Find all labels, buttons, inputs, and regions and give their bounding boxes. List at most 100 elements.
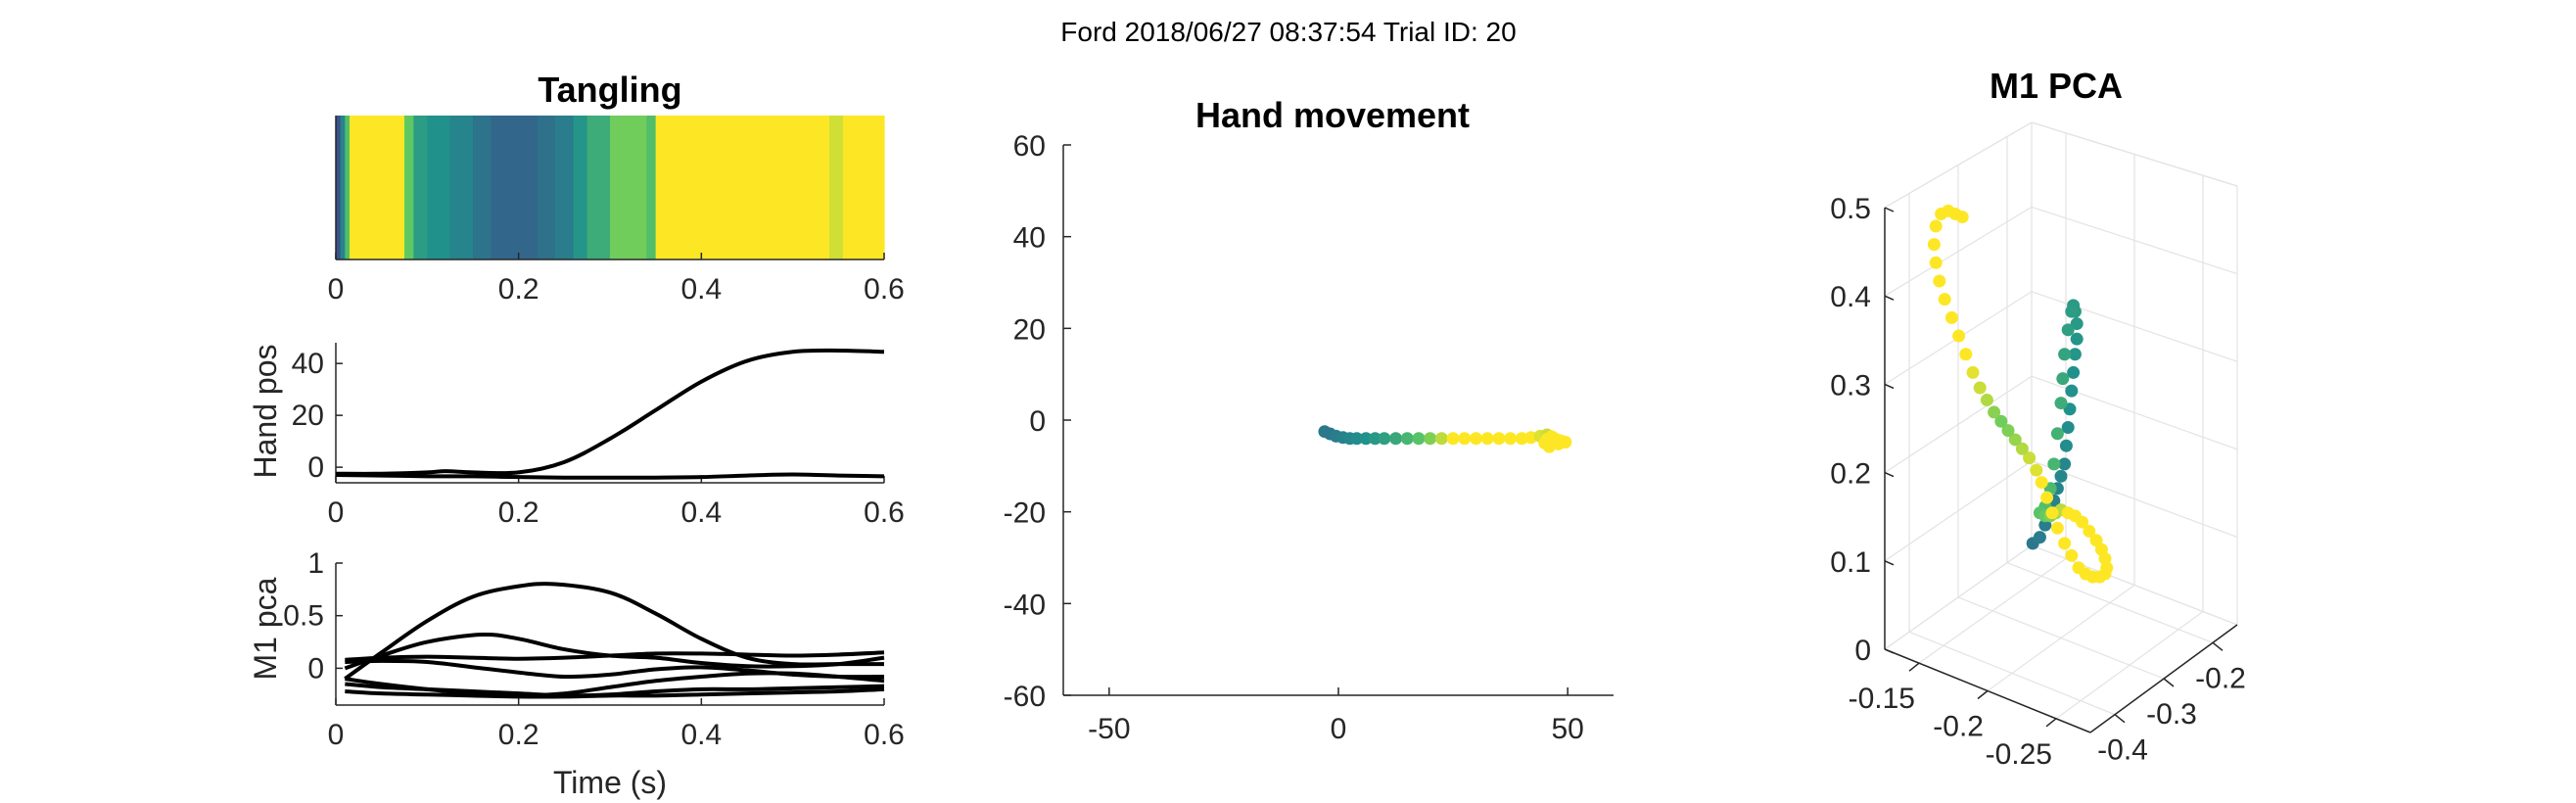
z-tick-label: 0.2 (1830, 458, 1871, 491)
pca-point (2061, 323, 2075, 337)
pca-point (2067, 365, 2081, 379)
x-tick-label: 0.6 (864, 496, 905, 529)
grid-line (2006, 562, 2214, 643)
heatmap-cell (427, 116, 451, 260)
heatmap-cell (586, 116, 611, 260)
scatter-point (1359, 432, 1373, 446)
pca-point (1933, 274, 1946, 288)
pca-point (2054, 469, 2068, 483)
pca-point (1929, 219, 1943, 233)
scatter-point (1368, 432, 1382, 446)
x-tick-label: 0 (328, 496, 345, 529)
scatter-point (1504, 432, 1518, 446)
scatter-point (1542, 440, 1556, 453)
pca-point (2033, 531, 2046, 544)
pca-point (2047, 457, 2061, 471)
y-tick-label: -0.25 (1986, 738, 2052, 771)
z-tick-mark (1884, 648, 1895, 654)
m1-pca-3d-points (1927, 204, 2114, 584)
figure-suptitle: Ford 2018/06/27 08:37:54 Trial ID: 20 (1060, 17, 1516, 47)
z-tick-mark (1884, 207, 1895, 213)
grid-line (2031, 121, 2238, 187)
z-tick-mark (1884, 383, 1895, 390)
pca-point (2070, 332, 2084, 346)
hand-pos-panel: Hand pos 0 0.2 0.4 0.6 0 20 40 (248, 343, 905, 529)
y-tick-label: -20 (1004, 497, 1046, 530)
heatmap-cell (449, 116, 474, 260)
x-tick-label: -0.4 (2097, 734, 2148, 767)
scatter-point (1412, 432, 1426, 446)
m1-pca-panel: M1 pca Time (s) 0 0.2 0.4 0.6 0 0.5 1 (248, 547, 905, 800)
scatter-point (1400, 432, 1414, 446)
y-tick-label: 0 (307, 451, 324, 484)
y-tick-label: 1 (307, 547, 324, 580)
y-tick-mark (2045, 718, 2057, 728)
scatter-point (1389, 432, 1403, 446)
pca-point (1994, 414, 2008, 428)
pca-point (1966, 365, 1980, 379)
x-tick-label: 0.2 (498, 719, 539, 751)
hand-pos-plot: 0 0.2 0.4 0.6 0 20 40 (292, 343, 905, 529)
pca-point (2054, 397, 2068, 410)
m1-pca-3d-panel: M1 PCA 0.5 0.4 0.3 0.2 0.1 0 -0.2 -0.3-0.4 -0.15… (1830, 66, 2246, 771)
pca-point (2072, 561, 2085, 575)
y-tick-mark (1908, 662, 1920, 672)
heatmap-cell (610, 116, 647, 260)
x-tick-label: 0.4 (680, 273, 722, 306)
pca-point (2065, 305, 2079, 318)
pca-point (1944, 310, 1958, 324)
z-tick-label: 0.1 (1830, 546, 1871, 579)
pca-point (1988, 405, 2001, 419)
heatmap-cell (350, 116, 405, 260)
y-tick-label: -0.2 (1933, 711, 1984, 743)
x-tick-label: 0 (328, 719, 345, 751)
m1-pca-xlabel: Time (s) (553, 765, 667, 800)
grid-line (2031, 544, 2238, 626)
pca-point (2050, 521, 2064, 535)
tangling-title: Tangling (538, 70, 681, 110)
pca-point (2023, 451, 2037, 465)
heatmap-cell (491, 116, 538, 260)
m1-pca-3d-box: 0.50.40.30.20.10-0.2-0.3-0.4-0.15-0.2-0.… (1830, 121, 2246, 771)
series-line (335, 472, 885, 480)
m1-pca-3d-title: M1 PCA (1990, 66, 2123, 106)
y-tick-label: -40 (1004, 589, 1046, 621)
x-tick-label: -0.3 (2146, 698, 2197, 731)
x-tick-label: -50 (1088, 713, 1130, 745)
scatter-point (1424, 432, 1437, 446)
pca-point (2015, 442, 2029, 455)
pca-point (1959, 348, 1973, 361)
scatter-point (1515, 432, 1528, 446)
x-tick-label: 0 (1331, 713, 1347, 745)
y-tick-label: 0.5 (283, 600, 324, 633)
heatmap-cell (336, 116, 342, 260)
y-tick-label: 0 (307, 652, 324, 685)
scatter-point (1446, 432, 1460, 446)
scatter-point (1434, 432, 1448, 446)
z-tick-label: 0.4 (1830, 281, 1871, 313)
x-tick-label: 0.6 (864, 273, 905, 306)
z-tick-label: 0.3 (1830, 369, 1871, 402)
heatmap-cell (537, 116, 556, 260)
pca-point (2058, 537, 2072, 550)
pca-point (2058, 348, 2072, 361)
grid-line (1884, 121, 2033, 209)
tangling-heatmap (336, 116, 885, 260)
tangling-panel: Tangling 0 0.2 0.4 0.6 (328, 70, 905, 306)
pca-point (2065, 384, 2079, 398)
pca-point (1927, 238, 1941, 252)
pca-point (2059, 439, 2073, 452)
heatmap-cell (655, 116, 830, 260)
y-tick-label: 20 (1013, 313, 1046, 346)
heatmap-cell (340, 116, 346, 260)
heatmap-cell (555, 116, 575, 260)
pca-point (2065, 548, 2079, 562)
scatter-point (1458, 432, 1472, 446)
series-line (344, 582, 884, 681)
pca-point (2030, 463, 2043, 477)
x-tick-label: 0 (328, 273, 345, 306)
z-tick-mark (1884, 295, 1895, 301)
x-tick-mark (2163, 678, 2175, 687)
y-tick-label: 20 (292, 400, 324, 432)
grid-line (1884, 544, 2033, 650)
